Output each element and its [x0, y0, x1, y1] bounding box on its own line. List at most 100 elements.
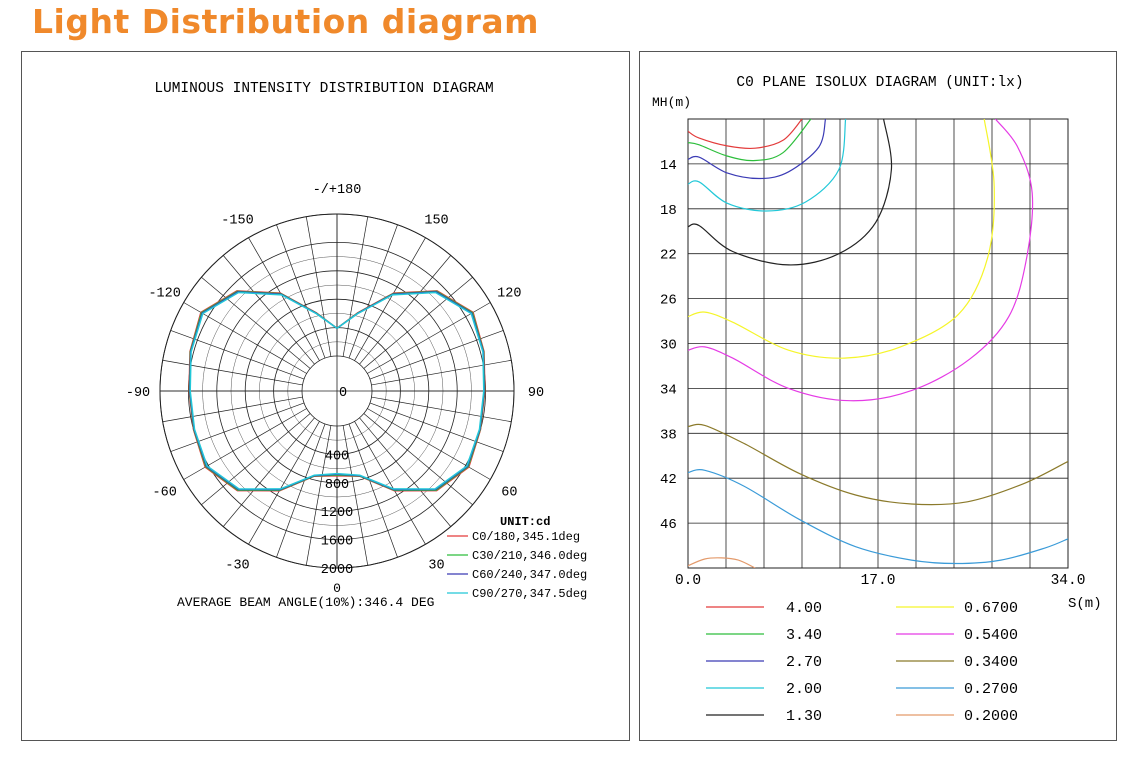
isolux-y-tick-label: 26	[660, 293, 677, 309]
polar-spoke	[367, 408, 491, 480]
isolux-curve-series	[688, 119, 847, 212]
isolux-y-ticks: 14 18 22 26 30 34 38 42 46	[660, 158, 677, 533]
polar-spoke	[367, 302, 491, 374]
polar-unit-label: UNIT:cd	[500, 515, 550, 529]
polar-spoke	[342, 216, 369, 357]
polar-curves	[188, 290, 486, 492]
isolux-legend-label: 1.30	[786, 708, 822, 725]
polar-spoke	[305, 216, 332, 357]
polar-spoke	[371, 396, 512, 423]
polar-spoke	[276, 224, 326, 359]
polar-spoke	[354, 421, 426, 545]
polar-spoke	[363, 413, 473, 506]
polar-curve-series	[189, 291, 485, 490]
polar-diagram-panel: LUMINOUS INTENSITY DISTRIBUTION DIAGRAM …	[21, 51, 630, 741]
polar-spoke	[183, 302, 307, 374]
polar-angle-label: 60	[501, 486, 517, 501]
isolux-legend-label: 0.3400	[964, 654, 1018, 671]
polar-angle-label: 30	[428, 558, 444, 573]
polar-radial-tick-label: 800	[325, 478, 349, 493]
polar-spoke	[354, 237, 426, 361]
polar-legend-label: C90/270,347.5deg	[472, 587, 587, 601]
polar-angle-label: -60	[153, 486, 177, 501]
isolux-x-tick-label: 34.0	[1051, 573, 1086, 589]
isolux-curve-series	[688, 469, 1068, 565]
polar-chart-title: LUMINOUS INTENSITY DISTRIBUTION DIAGRAM	[154, 81, 493, 97]
polar-spoke	[348, 423, 398, 558]
isolux-legend: 4.00 3.40 2.70 2.00 1.30 0.6700 0.5400 0.3400 0.…	[706, 600, 1018, 725]
isolux-curves	[688, 119, 1068, 568]
polar-legend-label: C30/210,346.0deg	[472, 549, 587, 563]
polar-spoke	[222, 417, 315, 527]
isolux-y-tick-label: 14	[660, 158, 677, 174]
polar-legend-label: C60/240,347.0deg	[472, 568, 587, 582]
isolux-y-tick-label: 34	[660, 382, 677, 398]
isolux-y-tick-label: 46	[660, 517, 677, 533]
polar-grid	[159, 213, 515, 569]
polar-spoke	[359, 417, 452, 527]
polar-spoke	[342, 425, 369, 566]
isolux-legend-label: 0.6700	[964, 600, 1018, 617]
polar-angle-label: -/+180	[313, 183, 362, 198]
polar-spoke	[248, 237, 320, 361]
polar-legend-label: C0/180,345.1deg	[472, 530, 580, 544]
polar-spoke	[222, 255, 315, 365]
isolux-legend-label: 3.40	[786, 627, 822, 644]
polar-spoke	[348, 224, 398, 359]
isolux-curve-series	[688, 119, 1034, 402]
isolux-curve-series	[688, 119, 827, 180]
polar-spoke	[363, 276, 473, 369]
isolux-legend-label: 0.2700	[964, 681, 1018, 698]
polar-spoke	[201, 413, 311, 506]
isolux-curve-series	[688, 119, 812, 162]
polar-spoke	[170, 402, 305, 452]
polar-spoke	[369, 402, 504, 452]
polar-spoke	[359, 255, 452, 365]
isolux-grid	[687, 118, 1069, 569]
isolux-diagram-panel: C0 PLANE ISOLUX DIAGRAM (UNIT:lx) MH(m) …	[639, 51, 1117, 741]
isolux-curve-series	[688, 119, 803, 150]
polar-radial-tick-label: 400	[325, 449, 349, 464]
polar-spoke	[276, 423, 326, 558]
isolux-chart-title: C0 PLANE ISOLUX DIAGRAM (UNIT:lx)	[736, 75, 1023, 91]
polar-spoke	[183, 408, 307, 480]
polar-spoke	[248, 421, 320, 545]
isolux-y-tick-label: 38	[660, 427, 677, 443]
polar-radial-tick-label: 1600	[321, 535, 353, 550]
page-title: Light Distribution diagram	[32, 2, 540, 41]
polar-bottom-zero-label: 0	[333, 581, 341, 596]
polar-spoke	[162, 359, 303, 386]
polar-spoke	[371, 359, 512, 386]
average-beam-angle-label: AVERAGE BEAM ANGLE(10%):346.4 DEG	[177, 595, 434, 610]
polar-angle-label: 120	[497, 287, 521, 302]
isolux-curve-series	[688, 557, 756, 568]
polar-chart: LUMINOUS INTENSITY DISTRIBUTION DIAGRAM …	[126, 81, 587, 610]
isolux-x-tick-label: 0.0	[675, 573, 701, 589]
isolux-x-axis-label: S(m)	[1068, 596, 1102, 612]
polar-angle-label: -150	[221, 214, 253, 229]
polar-radial-labels: 0 400 800 1200 1600 2000	[321, 386, 353, 578]
polar-radial-tick-label: 1200	[321, 506, 353, 521]
isolux-legend-label: 4.00	[786, 600, 822, 617]
polar-angle-label: 90	[528, 386, 544, 401]
polar-legend: C0/180,345.1deg C30/210,346.0deg C60/240,3…	[447, 530, 587, 601]
isolux-chart: C0 PLANE ISOLUX DIAGRAM (UNIT:lx) MH(m) …	[652, 75, 1102, 725]
isolux-x-ticks: 0.0 17.0 34.0	[675, 573, 1085, 589]
isolux-y-tick-label: 42	[660, 472, 677, 488]
isolux-legend-label: 0.5400	[964, 627, 1018, 644]
isolux-x-tick-label: 17.0	[861, 573, 896, 589]
isolux-legend-label: 2.70	[786, 654, 822, 671]
isolux-legend-label: 2.00	[786, 681, 822, 698]
polar-spoke	[305, 425, 332, 566]
isolux-curve-series	[688, 119, 995, 359]
isolux-y-tick-label: 30	[660, 338, 677, 354]
isolux-y-tick-label: 18	[660, 203, 677, 219]
polar-spoke	[162, 396, 303, 423]
polar-radial-tick-label: 2000	[321, 563, 353, 578]
isolux-legend-label: 0.2000	[964, 708, 1018, 725]
polar-angle-labels: -/+180 150 -150 120 -120 90 -90 60 -60 30 -30	[126, 183, 544, 573]
isolux-y-axis-label: MH(m)	[652, 95, 691, 110]
polar-angle-label: -90	[126, 386, 150, 401]
polar-angle-label: 150	[424, 214, 448, 229]
polar-angle-label: -30	[225, 558, 249, 573]
